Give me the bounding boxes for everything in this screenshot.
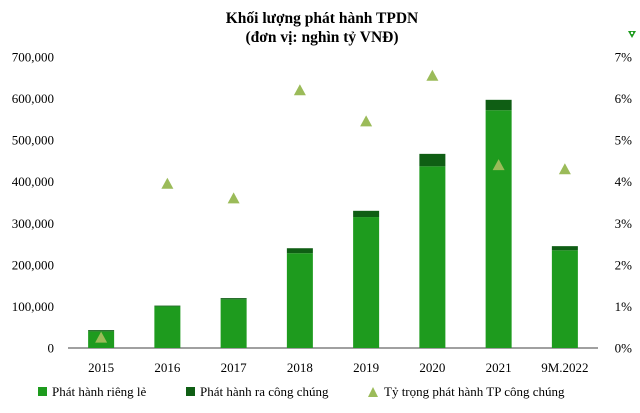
left-axis-ticks: 0 100,000 200,000 300,000 400,000 500,000 600,… xyxy=(12,50,54,356)
x-tick-label: 2019 xyxy=(353,360,379,375)
bar-private xyxy=(286,253,313,348)
x-tick-label: 9M.2022 xyxy=(541,360,588,375)
left-tick-label: 100,000 xyxy=(12,299,54,314)
legend-label-share: Tỷ trọng phát hành TP công chúng xyxy=(384,384,565,399)
bar-public xyxy=(353,210,380,218)
share-marker xyxy=(558,163,571,175)
bar-private xyxy=(220,299,247,348)
legend-label-private: Phát hành riêng lẻ xyxy=(52,384,146,399)
share-marker xyxy=(492,159,505,171)
bar-private xyxy=(419,166,446,348)
share-marker xyxy=(161,177,174,189)
bar-private xyxy=(551,250,578,348)
legend-label-public: Phát hành ra công chúng xyxy=(200,384,329,399)
left-tick-label: 400,000 xyxy=(12,174,54,189)
bar-public xyxy=(485,99,512,111)
x-tick-label: 2015 xyxy=(88,360,114,375)
right-tick-label: 2% xyxy=(615,257,633,272)
right-axis-ticks: 0% 1% 2% 3% 4% 5% 6% 7% xyxy=(615,50,633,356)
left-tick-label: 200,000 xyxy=(12,257,54,272)
bar-public xyxy=(154,305,181,307)
right-tick-label: 4% xyxy=(615,174,633,189)
left-tick-label: 600,000 xyxy=(12,91,54,106)
legend-item-public: Phát hành ra công chúng xyxy=(186,384,329,399)
bar-public xyxy=(88,330,115,332)
share-marker xyxy=(426,69,439,81)
left-tick-label: 0 xyxy=(48,341,55,356)
share-marker xyxy=(227,192,240,204)
legend-item-share: Tỷ trọng phát hành TP công chúng xyxy=(368,384,565,399)
legend-swatch-public xyxy=(186,387,195,396)
legend-item-private: Phát hành riêng lẻ xyxy=(38,384,146,399)
x-tick-label: 2020 xyxy=(419,360,445,375)
share-marker xyxy=(360,115,373,127)
left-tick-label: 300,000 xyxy=(12,216,54,231)
bar-private xyxy=(154,306,181,348)
chart-title: Khối lượng phát hành TPDN xyxy=(226,10,418,27)
bar-private xyxy=(353,217,380,348)
share-markers xyxy=(95,69,571,343)
bar-series xyxy=(88,99,578,348)
share-marker xyxy=(95,331,108,343)
x-tick-label: 2017 xyxy=(221,360,248,375)
bar-private xyxy=(485,110,512,348)
bar-public xyxy=(419,153,446,167)
brand-icon xyxy=(628,31,636,38)
bar-public xyxy=(220,298,247,300)
chart-subtitle: (đơn vị: nghìn tỷ VNĐ) xyxy=(246,29,399,46)
right-tick-label: 7% xyxy=(615,50,633,65)
legend-swatch-private xyxy=(38,387,47,396)
x-axis-ticks: 2015 2016 2017 2018 2019 2020 2021 9M.2022 xyxy=(88,360,588,375)
x-tick-label: 2021 xyxy=(486,360,512,375)
right-tick-label: 0% xyxy=(615,341,633,356)
right-tick-label: 5% xyxy=(615,133,633,148)
legend: Phát hành riêng lẻ Phát hành ra công chú… xyxy=(38,384,565,399)
right-tick-label: 3% xyxy=(615,216,633,231)
left-tick-label: 500,000 xyxy=(12,133,54,148)
legend-marker-share xyxy=(368,387,378,397)
right-tick-label: 1% xyxy=(615,299,633,314)
x-tick-label: 2018 xyxy=(287,360,313,375)
right-tick-label: 6% xyxy=(615,91,633,106)
x-tick-label: 2016 xyxy=(154,360,181,375)
left-tick-label: 700,000 xyxy=(12,50,54,65)
share-marker xyxy=(293,84,306,96)
bar-public xyxy=(286,248,313,254)
bar-public xyxy=(551,246,578,251)
